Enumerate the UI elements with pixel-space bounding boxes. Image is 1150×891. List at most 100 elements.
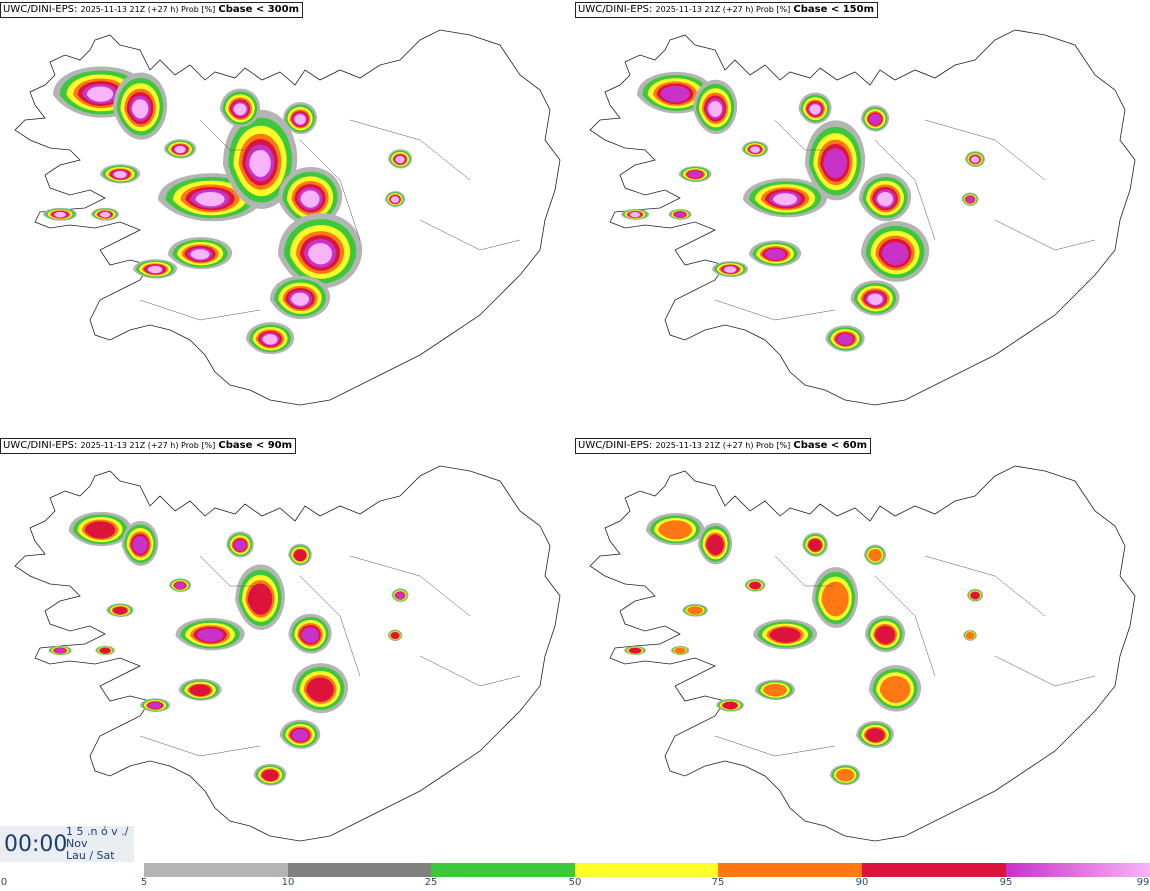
probability-contour: [835, 768, 855, 782]
probability-contour: [391, 196, 400, 203]
legend-tick-label: 5: [140, 877, 148, 888]
probability-contour: [294, 114, 306, 125]
probability-contour: [971, 156, 980, 163]
probability-contour: [395, 592, 405, 600]
run-meta: 2025-11-13 21Z (+27 h) Prob [%]: [655, 441, 791, 450]
run-meta: 2025-11-13 21Z (+27 h) Prob [%]: [80, 5, 216, 14]
probability-legend: 0 5 10 25 50 75 90 95 99: [0, 862, 1150, 891]
panel-title: UWC/DINI-EPS: 2025-11-13 21Z (+27 h) Pro…: [0, 2, 304, 18]
probability-contour: [687, 170, 703, 179]
legend-color-bin: [1006, 863, 1150, 877]
parameter-label: Cbase < 90m: [218, 440, 293, 451]
parameter-label: Cbase < 150m: [793, 4, 875, 15]
probability-contour: [249, 149, 271, 178]
probability-contour: [630, 212, 641, 218]
legend-tick-label: 99: [1136, 877, 1150, 888]
probability-contour: [868, 113, 882, 125]
probability-contour: [821, 581, 849, 617]
iceland-map: [14, 29, 561, 406]
map-panel: UWC/DINI-EPS: 2025-11-13 21Z (+27 h) Pro…: [0, 436, 575, 872]
probability-contour: [722, 701, 738, 710]
panel-title: UWC/DINI-EPS: 2025-11-13 21Z (+27 h) Pro…: [575, 2, 879, 18]
probability-contour: [261, 769, 279, 782]
probability-contour: [724, 266, 737, 273]
legend-tick-label: 50: [568, 877, 582, 888]
probability-contour: [749, 581, 761, 590]
probability-contour: [868, 548, 882, 562]
probability-contour: [674, 211, 686, 218]
probability-contour: [750, 146, 760, 153]
probability-contour: [131, 99, 149, 119]
legend-tick-label: 10: [281, 877, 295, 888]
legend-tick-label: 90: [855, 877, 869, 888]
probability-contour: [808, 538, 822, 552]
probability-contour: [970, 591, 980, 600]
probability-contour: [99, 647, 111, 654]
probability-contour: [773, 193, 798, 206]
probability-contour: [306, 677, 334, 702]
iceland-map: [589, 29, 1136, 406]
probability-contour: [247, 583, 273, 615]
legend-color-bin: [575, 863, 718, 877]
probability-contour: [879, 675, 911, 703]
model-name: UWC/DINI-EPS: [3, 440, 74, 451]
coastline: [589, 465, 1136, 842]
probability-contour: [823, 148, 847, 179]
legend-tick-label: 25: [424, 877, 438, 888]
legend-tick-label: 95: [999, 877, 1013, 888]
probability-contour: [233, 539, 247, 551]
probability-contour: [190, 249, 210, 260]
map-panel: UWC/DINI-EPS: 2025-11-13 21Z (+27 h) Pro…: [575, 0, 1150, 436]
probability-contour: [113, 170, 127, 179]
probability-contour: [660, 85, 690, 103]
probability-contour: [233, 103, 247, 116]
probability-contour: [195, 191, 225, 207]
run-meta: 2025-11-13 21Z (+27 h) Prob [%]: [80, 441, 216, 450]
legend-tick-label: 0: [0, 877, 8, 888]
probability-contour: [148, 265, 163, 274]
probability-contour: [965, 196, 975, 204]
map-panel: UWC/DINI-EPS: 2025-11-13 21Z (+27 h) Pro…: [575, 436, 1150, 872]
panel-title: UWC/DINI-EPS: 2025-11-13 21Z (+27 h) Pro…: [575, 438, 872, 454]
run-meta: 2025-11-13 21Z (+27 h) Prob [%]: [655, 5, 791, 14]
probability-contour: [189, 684, 211, 697]
probability-contour: [674, 647, 686, 654]
probability-contour: [763, 683, 787, 697]
model-name: UWC/DINI-EPS: [578, 440, 649, 451]
probability-contour: [112, 606, 128, 615]
probability-contour: [174, 145, 186, 154]
probability-contour: [708, 101, 723, 118]
probability-contour: [881, 241, 909, 266]
probability-contour: [706, 534, 724, 556]
clock-month: Nov: [66, 837, 88, 850]
region-boundaries: [714, 555, 1096, 757]
probability-contour: [687, 606, 703, 615]
probability-contour: [809, 104, 821, 115]
probability-contour: [196, 628, 224, 642]
legend-color-bin: [718, 863, 862, 877]
probability-contour: [86, 86, 114, 102]
probability-contour: [293, 549, 307, 562]
clock-date-icelandic: 1 5 .n ó v ./: [66, 825, 129, 838]
probability-contour: [628, 647, 642, 654]
probability-contour: [262, 334, 278, 345]
probability-contour: [84, 521, 116, 539]
clock-time: 00:00: [4, 832, 68, 857]
panel-title: UWC/DINI-EPS: 2025-11-13 21Z (+27 h) Pro…: [0, 438, 297, 454]
legend-color-bin: [431, 863, 575, 877]
probability-contour: [174, 582, 186, 590]
probability-contour: [291, 729, 309, 742]
map-panel: UWC/DINI-EPS: 2025-11-13 21Z (+27 h) Pro…: [0, 0, 575, 436]
probability-contour: [874, 625, 896, 645]
probability-contour: [390, 632, 400, 640]
iceland-map: [14, 465, 561, 842]
probability-contour: [100, 211, 111, 218]
probability-contour: [764, 248, 786, 260]
probability-contour: [658, 520, 692, 540]
valid-time-clock: 00:00 1 5 .n ó v ./ Nov Lau / Sat: [0, 826, 134, 862]
legend-tick-label: 75: [711, 877, 725, 888]
probability-contour: [54, 648, 66, 654]
probability-contour: [291, 292, 310, 306]
probability-contour: [300, 190, 320, 208]
probability-contour: [301, 627, 319, 644]
